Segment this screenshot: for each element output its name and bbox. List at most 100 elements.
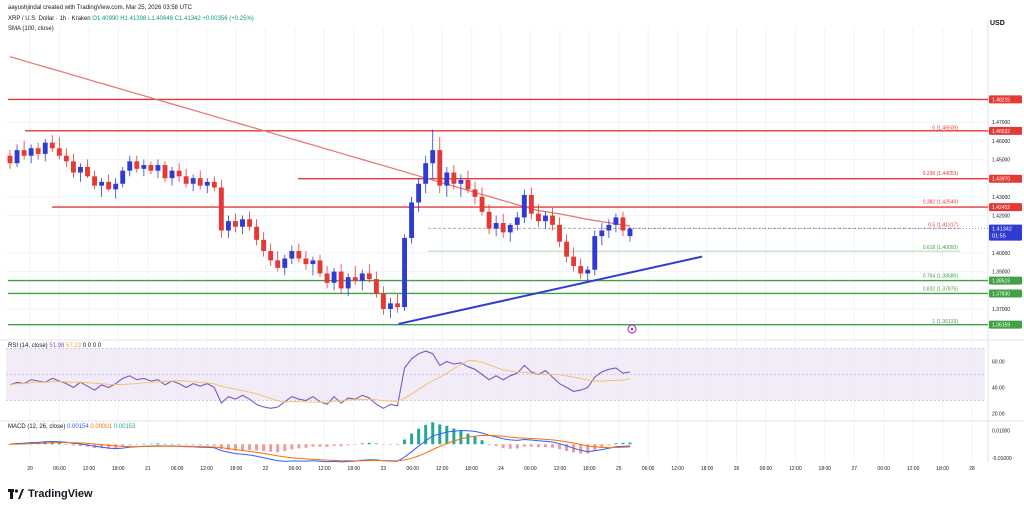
x-tick-label: 22 — [263, 466, 269, 472]
y-tick-label: 1.39000 — [992, 270, 1010, 276]
macd-histogram-bar — [248, 444, 252, 450]
macd-label[interactable]: MACD (12, 26, close) 0.00154 0.00001 0.0… — [8, 424, 136, 430]
macd-histogram-bar — [325, 444, 329, 447]
macd-histogram-bar — [71, 444, 75, 446]
y-tick-label: 1.43000 — [992, 195, 1010, 201]
macd-histogram-bar — [360, 443, 364, 445]
y-tick-label: 1.45000 — [992, 157, 1010, 163]
candle-body — [500, 223, 506, 233]
x-tick-label: 18:00 — [348, 466, 361, 472]
macd-histogram-bar — [536, 444, 540, 448]
brand-name: TradingView — [28, 488, 93, 500]
macd-histogram-bar — [142, 443, 146, 445]
rsi-tick-label: 60.00 — [992, 360, 1005, 366]
fib-label: 0.618 (1.40093) — [923, 245, 959, 251]
x-tick-label: 12:00 — [436, 466, 449, 472]
candle-body — [550, 215, 555, 225]
candle-body — [451, 172, 457, 184]
candle-body — [233, 221, 238, 227]
macd-histogram-bar — [543, 444, 547, 448]
macd-histogram-bar — [86, 444, 89, 447]
candle-body — [416, 183, 422, 203]
x-tick-label: 06:00 — [289, 466, 302, 472]
candle-body — [423, 163, 429, 184]
level-tag — [989, 203, 1022, 212]
macd-histogram-bar — [212, 444, 216, 446]
macd-histogram-bar — [149, 443, 153, 445]
macd-histogram-bar — [269, 444, 273, 452]
candle-body — [49, 142, 55, 149]
candle-body — [564, 241, 570, 257]
candle-body — [444, 172, 450, 186]
macd-histogram-bar — [473, 436, 477, 445]
ohlc-close: C1.41342 — [174, 16, 201, 22]
candle-body — [7, 155, 13, 164]
candle-body — [14, 150, 20, 164]
x-tick-label: 18:00 — [112, 466, 125, 472]
level-tag-label: 1.38519 — [992, 279, 1010, 285]
candle-body — [606, 224, 612, 231]
candle-body — [359, 273, 365, 281]
x-tick-label: 25 — [616, 466, 622, 472]
level-tag — [989, 95, 1022, 104]
macd-tick-label: 0.01000 — [992, 429, 1010, 435]
candle-body — [514, 217, 520, 225]
candle-body — [134, 161, 140, 169]
candle-body — [120, 170, 126, 184]
candle-body — [162, 165, 168, 179]
macd-histogram-bar — [262, 444, 266, 452]
candle-body — [141, 165, 147, 169]
candle-body — [183, 176, 189, 184]
macd-histogram-bar — [480, 440, 484, 445]
rsi-label[interactable]: RSI (14, close) 51.98 57.23 0 0 0 0 — [8, 343, 102, 349]
macd-histogram-bar — [346, 444, 350, 446]
macd-histogram-bar — [226, 444, 230, 450]
macd-histogram-bar — [100, 444, 104, 449]
macd-histogram-bar — [494, 444, 498, 447]
candle-body — [507, 224, 513, 233]
level-tag — [989, 174, 1022, 183]
x-tick-label: 12:00 — [907, 466, 920, 472]
x-tick-label: 27 — [851, 466, 857, 472]
macd-histogram-bar — [311, 444, 315, 447]
macd-histogram-bar — [424, 424, 428, 445]
macd-histogram-bar — [297, 444, 301, 449]
level-tag-label: 1.36159 — [992, 323, 1010, 329]
macd-histogram-bar — [628, 442, 632, 445]
symbol-name: XRP / U.S. Dollar · 1h · Kraken — [8, 16, 91, 22]
candle-body — [437, 150, 443, 186]
rsi-tick-label: 20.00 — [992, 412, 1005, 418]
current-price-label: 1.41342 — [992, 227, 1012, 233]
ohlc-high: H1.41398 — [120, 16, 147, 22]
y-tick-label: 1.47000 — [992, 120, 1010, 126]
candle-body — [535, 213, 541, 222]
macd-histogram-bar — [529, 444, 533, 447]
macd-line — [9, 429, 631, 463]
fib-label: 0.832 (1.37875) — [923, 287, 959, 293]
macd-histogram-bar — [452, 428, 456, 445]
sma-label[interactable]: SMA (100, close) — [8, 26, 54, 32]
macd-histogram-bar — [487, 444, 491, 445]
x-tick-label: 06:00 — [877, 466, 890, 472]
ohlc-open: O1.40990 — [92, 16, 119, 22]
candle-body — [543, 215, 548, 222]
macd-histogram-bar — [318, 444, 322, 447]
x-tick-label: 18:00 — [701, 466, 714, 472]
candle-body — [486, 211, 492, 229]
fib-label: 0.5 (1.41317) — [928, 222, 958, 228]
candle-body — [402, 237, 407, 308]
candle-body — [261, 239, 267, 252]
candle-body — [395, 303, 400, 308]
macd-histogram-bar — [163, 444, 167, 445]
x-tick-label: 18:00 — [583, 466, 596, 472]
macd-histogram-bar — [558, 444, 562, 450]
ohlc-low: L1.40646 — [148, 16, 174, 22]
tradingview-logo[interactable]: TradingView — [8, 488, 93, 500]
macd-histogram-bar — [198, 444, 202, 446]
candle-body — [155, 165, 161, 171]
macd-histogram-bar — [600, 444, 604, 448]
candle-body — [557, 224, 562, 242]
candle-body — [99, 181, 105, 186]
candle-body — [592, 236, 598, 270]
